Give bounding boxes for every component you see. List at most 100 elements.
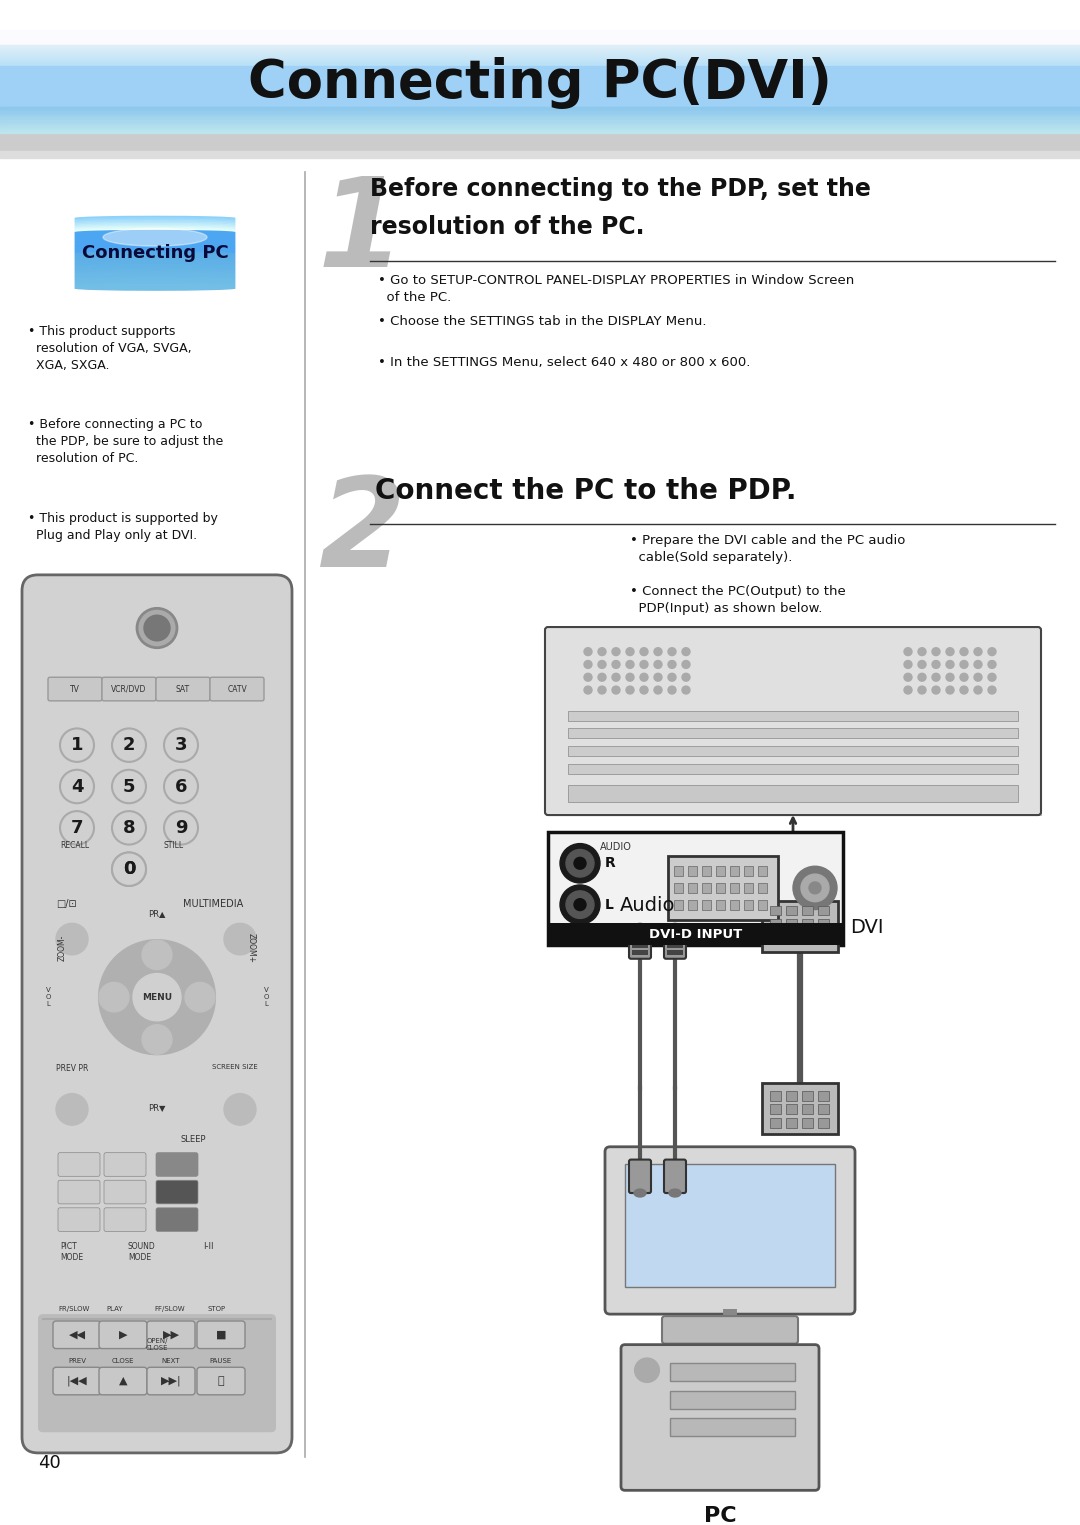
Circle shape <box>566 891 594 918</box>
Bar <box>0 72 1080 73</box>
Text: PAUSE: PAUSE <box>210 1359 232 1365</box>
Ellipse shape <box>75 244 235 247</box>
Ellipse shape <box>75 224 235 227</box>
Text: 2: 2 <box>318 473 405 593</box>
Circle shape <box>974 648 982 656</box>
Bar <box>0 59 1080 61</box>
Ellipse shape <box>75 265 235 268</box>
Text: 6: 6 <box>175 778 187 796</box>
Circle shape <box>988 660 996 668</box>
Circle shape <box>904 674 912 682</box>
Circle shape <box>946 686 954 694</box>
Bar <box>786 1090 797 1101</box>
Bar <box>0 34 1080 35</box>
Circle shape <box>584 648 592 656</box>
Bar <box>0 79 1080 82</box>
Ellipse shape <box>75 221 235 224</box>
FancyBboxPatch shape <box>197 1321 245 1348</box>
FancyBboxPatch shape <box>53 1321 102 1348</box>
Bar <box>670 1418 795 1437</box>
Text: DVI: DVI <box>850 918 883 936</box>
Bar <box>0 37 1080 38</box>
Ellipse shape <box>75 278 235 282</box>
Text: I-II: I-II <box>203 1243 214 1252</box>
FancyBboxPatch shape <box>48 677 102 702</box>
Circle shape <box>960 686 968 694</box>
Bar <box>770 933 781 942</box>
FancyBboxPatch shape <box>156 1180 198 1203</box>
Bar <box>552 634 1042 816</box>
Ellipse shape <box>75 264 235 267</box>
Bar <box>548 923 843 946</box>
Text: ■: ■ <box>216 1330 226 1340</box>
Circle shape <box>974 660 982 668</box>
Circle shape <box>640 660 648 668</box>
Bar <box>688 900 697 909</box>
Text: 0: 0 <box>123 860 135 878</box>
Bar <box>0 55 1080 56</box>
Bar <box>802 920 813 929</box>
Bar <box>667 942 683 949</box>
Bar <box>0 113 1080 116</box>
Text: ZOOM-: ZOOM- <box>58 935 67 961</box>
Circle shape <box>598 648 606 656</box>
Circle shape <box>612 686 620 694</box>
Circle shape <box>918 660 926 668</box>
Bar <box>802 1118 813 1128</box>
Circle shape <box>809 881 821 894</box>
Text: ▶▶: ▶▶ <box>162 1330 179 1340</box>
Circle shape <box>960 674 968 682</box>
Text: Connecting PC(DVI): Connecting PC(DVI) <box>248 56 832 110</box>
Bar <box>568 711 1018 720</box>
Bar <box>0 41 1080 43</box>
Bar <box>758 900 767 909</box>
Bar <box>0 50 1080 52</box>
Text: SCREEN SIZE: SCREEN SIZE <box>213 1064 258 1071</box>
Circle shape <box>112 811 146 845</box>
Circle shape <box>112 729 146 762</box>
Bar <box>0 56 1080 58</box>
Ellipse shape <box>634 1190 646 1197</box>
Text: PREV: PREV <box>68 1359 86 1365</box>
Bar <box>0 128 1080 130</box>
Circle shape <box>112 852 146 886</box>
Text: Connect the PC to the PDP.: Connect the PC to the PDP. <box>375 477 797 505</box>
Bar <box>0 52 1080 53</box>
Ellipse shape <box>75 253 235 258</box>
Bar <box>786 1118 797 1128</box>
Bar <box>802 1104 813 1115</box>
Circle shape <box>185 982 215 1013</box>
Circle shape <box>635 1359 659 1382</box>
Text: SOUND
MODE: SOUND MODE <box>129 1243 156 1261</box>
FancyBboxPatch shape <box>210 677 264 702</box>
Text: ▲: ▲ <box>119 1376 127 1386</box>
Bar <box>786 1104 797 1115</box>
Circle shape <box>133 973 181 1020</box>
Bar <box>770 1104 781 1115</box>
Text: FR/SLOW: FR/SLOW <box>58 1305 90 1311</box>
Bar <box>0 96 1080 99</box>
FancyBboxPatch shape <box>156 1208 198 1231</box>
Ellipse shape <box>75 249 235 253</box>
Circle shape <box>681 660 690 668</box>
Circle shape <box>932 648 940 656</box>
Bar <box>744 883 753 892</box>
Bar <box>669 857 778 921</box>
Bar <box>0 70 1080 73</box>
Bar <box>0 76 1080 78</box>
Bar <box>632 950 648 955</box>
Ellipse shape <box>75 230 235 235</box>
Circle shape <box>904 686 912 694</box>
Ellipse shape <box>103 229 207 246</box>
Ellipse shape <box>75 227 235 232</box>
Text: V
O
L: V O L <box>264 987 269 1007</box>
Ellipse shape <box>75 235 235 239</box>
Circle shape <box>112 770 146 804</box>
Bar <box>0 120 1080 122</box>
Bar <box>0 78 1080 79</box>
Ellipse shape <box>75 224 235 229</box>
Bar <box>667 950 683 955</box>
Bar <box>670 1391 795 1409</box>
Circle shape <box>904 660 912 668</box>
Bar <box>730 883 739 892</box>
